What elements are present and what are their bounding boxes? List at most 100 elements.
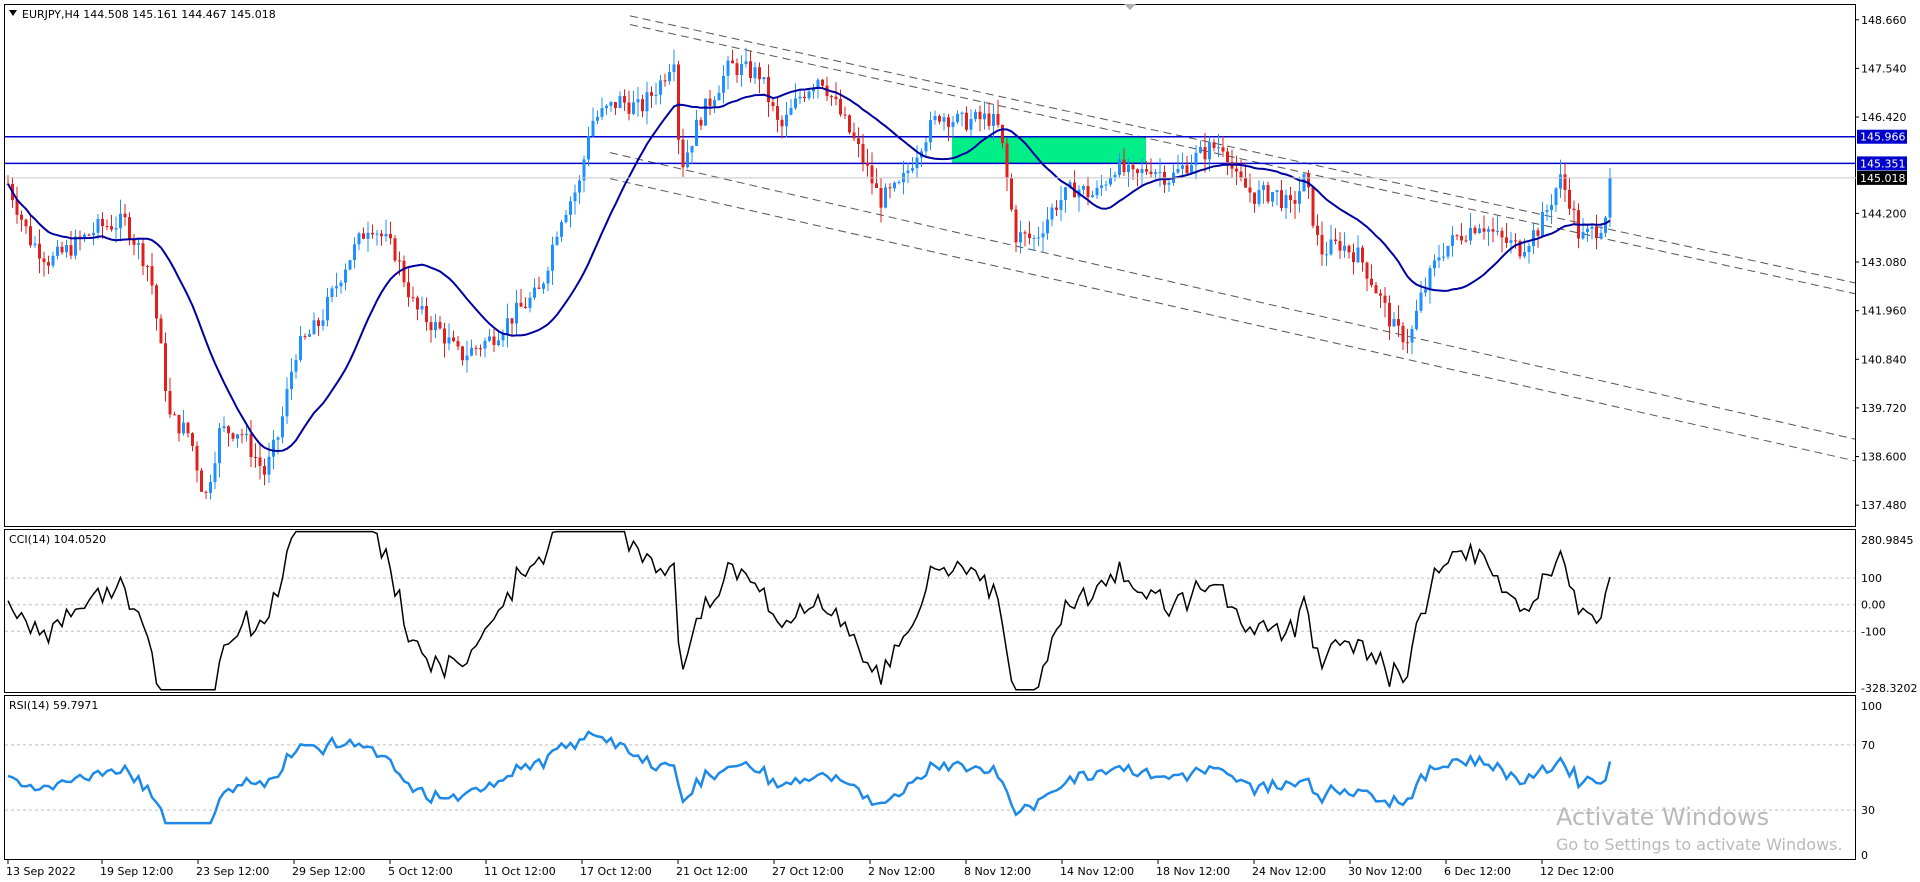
- candle: [641, 94, 644, 118]
- candle: [794, 83, 797, 110]
- candle: [416, 295, 419, 321]
- rsi-pane[interactable]: [4, 695, 1856, 860]
- candle: [1437, 244, 1441, 269]
- candle: [1176, 154, 1180, 174]
- price-tick-label: 147.540: [1861, 62, 1907, 75]
- candle: [636, 87, 640, 117]
- candle: [1127, 157, 1130, 187]
- candle: [1433, 254, 1436, 277]
- candle: [209, 474, 212, 500]
- candle: [879, 178, 883, 223]
- shift-marker-icon[interactable]: [1124, 4, 1136, 10]
- candle: [168, 377, 172, 418]
- candle: [767, 64, 770, 118]
- candle: [515, 289, 518, 335]
- candle: [596, 110, 599, 125]
- candle: [726, 55, 730, 90]
- candle: [1118, 152, 1121, 178]
- candle: [1554, 186, 1558, 213]
- candle: [677, 60, 680, 155]
- candle: [123, 203, 127, 226]
- candle: [1406, 328, 1409, 354]
- candle: [542, 281, 545, 294]
- candle: [1284, 189, 1288, 220]
- candle: [204, 490, 208, 500]
- candle: [375, 230, 379, 246]
- candle: [668, 64, 671, 85]
- candle: [114, 216, 118, 243]
- time-tick-label: 12 Dec 12:00: [1540, 865, 1614, 878]
- candle: [681, 128, 685, 177]
- candle: [1050, 203, 1054, 227]
- channel-line[interactable]: [609, 178, 1856, 462]
- candle: [551, 236, 554, 286]
- candle: [690, 145, 694, 164]
- main-pane[interactable]: [4, 4, 1856, 527]
- candle: [537, 276, 541, 290]
- candle: [884, 183, 887, 209]
- candle: [1599, 223, 1603, 240]
- candle: [1410, 325, 1414, 355]
- candle: [1028, 221, 1031, 245]
- candle: [1289, 186, 1292, 213]
- candle: [591, 107, 595, 138]
- candle: [362, 227, 365, 240]
- cci-pane[interactable]: [4, 529, 1856, 693]
- price-tick-label: 138.600: [1861, 451, 1907, 464]
- candle: [272, 430, 275, 470]
- channel-line[interactable]: [629, 24, 1856, 295]
- candle: [191, 432, 194, 452]
- candle: [803, 91, 806, 102]
- candle: [938, 114, 941, 125]
- rsi-tick-label: 0: [1861, 849, 1868, 862]
- candle: [420, 296, 424, 315]
- candle: [528, 292, 532, 313]
- chart-menu-icon[interactable]: [9, 10, 17, 16]
- candle: [996, 99, 1000, 128]
- candle: [578, 175, 581, 204]
- candle: [240, 428, 244, 444]
- candle: [299, 326, 302, 363]
- candle: [929, 111, 932, 151]
- candle: [182, 409, 185, 436]
- candle: [1505, 222, 1508, 248]
- candle: [1194, 145, 1198, 180]
- cci-tick-label: 0.00: [1861, 599, 1886, 612]
- candle: [987, 102, 991, 131]
- rsi-tick-label: 100: [1861, 700, 1882, 713]
- level-tag: [1857, 156, 1907, 171]
- candle: [1379, 289, 1382, 308]
- candle: [1568, 178, 1571, 215]
- candle: [1307, 170, 1310, 199]
- candle: [654, 82, 658, 105]
- candle: [492, 329, 496, 352]
- candle: [1451, 226, 1454, 257]
- candle: [609, 100, 613, 112]
- candle: [510, 318, 514, 337]
- candle: [1266, 181, 1270, 204]
- candle: [249, 420, 253, 468]
- candle: [965, 106, 968, 132]
- cci-tick-label: -100: [1861, 625, 1886, 638]
- candle: [488, 328, 491, 343]
- candle: [1325, 242, 1328, 266]
- candle: [983, 101, 986, 130]
- candle: [20, 210, 23, 232]
- candle: [1559, 159, 1562, 198]
- rsi-line: [7, 730, 1612, 825]
- candle: [1275, 189, 1279, 206]
- channel-line[interactable]: [629, 15, 1856, 284]
- channel-line[interactable]: [609, 152, 1856, 440]
- time-tick-label: 21 Oct 12:00: [676, 865, 748, 878]
- cci-tick-label: 280.9845: [1861, 534, 1914, 547]
- candle: [384, 219, 388, 243]
- candle: [1347, 244, 1351, 259]
- candle: [1356, 235, 1360, 264]
- current-price-tag: [1857, 170, 1907, 185]
- candle: [1185, 156, 1189, 176]
- time-tick-label: 2 Nov 12:00: [868, 865, 935, 878]
- candle: [1401, 322, 1405, 351]
- candle: [555, 231, 559, 247]
- price-tick-label: 143.080: [1861, 256, 1907, 269]
